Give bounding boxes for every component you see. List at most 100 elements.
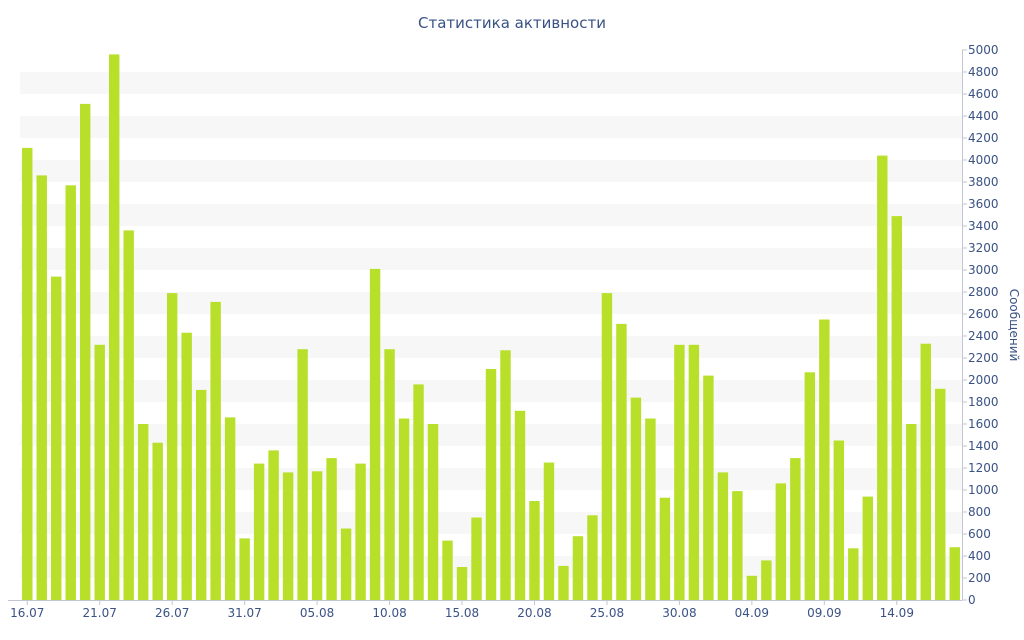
y-tick-label: 600 [968,527,991,541]
bar-20.08[interactable] [529,501,540,600]
bar-16.07[interactable] [22,147,33,600]
bar-03.08[interactable] [282,472,294,600]
x-tick-label: 31.07 [227,606,261,620]
bar-08.09[interactable] [804,372,816,600]
y-tick-label: 3400 [968,219,999,233]
bar-18.09[interactable] [949,547,960,600]
bar-20.07[interactable] [80,103,91,601]
bar-06.09[interactable] [775,483,787,600]
bar-17.09[interactable] [935,388,946,600]
bar-21.08[interactable] [543,462,555,601]
bar-27.08[interactable] [630,397,642,600]
bar-11.09[interactable] [848,548,859,600]
bar-13.09[interactable] [877,155,888,600]
y-tick-label: 400 [968,549,991,563]
x-tick-label: 10.08 [372,606,406,620]
y-tick-label: 2600 [968,307,999,321]
bar-02.09[interactable] [717,472,729,600]
y-tick-label: 1600 [968,417,999,431]
grid-band [20,336,962,358]
bar-10.08[interactable] [384,349,395,600]
bar-09.09[interactable] [819,319,830,601]
bar-30.08[interactable] [674,344,685,600]
bar-05.09[interactable] [761,560,772,600]
bar-18.07[interactable] [51,276,62,600]
bar-31.08[interactable] [688,344,700,600]
bar-29.08[interactable] [659,497,671,600]
bar-19.08[interactable] [514,410,526,600]
y-tick-label: 4200 [968,131,999,145]
bar-29.07[interactable] [210,301,221,600]
bar-27.07[interactable] [181,332,192,600]
bar-26.08[interactable] [616,323,627,600]
bar-09.08[interactable] [369,268,381,600]
bar-06.08[interactable] [326,458,337,600]
bar-07.09[interactable] [790,458,801,600]
y-tick-label: 1000 [968,483,999,497]
bar-23.08[interactable] [572,536,584,600]
y-tick-label: 2200 [968,351,999,365]
bar-19.07[interactable] [65,185,76,601]
y-tick-label: 5000 [968,43,999,57]
axes-group: 0 200 400 600 800 1000 1200 1400 1600 1800 2000 220… [8,43,999,620]
bar-11.08[interactable] [398,418,410,601]
chart-title: Статистика активности [418,14,606,32]
y-tick-label: 3200 [968,241,999,255]
bar-08.08[interactable] [355,463,366,600]
x-tick-label: 16.07 [10,606,44,620]
y-tick-label: 4000 [968,153,999,167]
bar-18.08[interactable] [500,350,511,600]
bar-01.09[interactable] [703,375,714,600]
y-tick-label: 200 [968,571,991,585]
y-tick-label: 2000 [968,373,999,387]
bar-22.08[interactable] [558,565,569,600]
bar-25.07[interactable] [152,442,163,600]
bar-02.08[interactable] [268,450,279,600]
y-tick-label: 4800 [968,65,999,79]
bar-12.08[interactable] [413,384,424,600]
grid-band [20,116,962,138]
bar-04.08[interactable] [297,349,308,600]
bar-15.08[interactable] [456,567,468,600]
bar-14.08[interactable] [442,540,453,600]
bar-30.07[interactable] [224,417,236,600]
bar-22.07[interactable] [108,54,120,600]
y-tick-label: 1800 [968,395,999,409]
bar-24.07[interactable] [137,424,149,600]
bar-16.09[interactable] [920,343,931,600]
bar-17.07[interactable] [36,175,47,600]
bar-04.09[interactable] [746,575,758,600]
x-tick-label: 14.09 [880,606,914,620]
bar-24.08[interactable] [587,515,598,600]
bar-25.08[interactable] [601,293,613,600]
bar-16.08[interactable] [471,517,482,601]
bar-15.09[interactable] [906,424,917,600]
y-tick-label: 2400 [968,329,999,343]
bar-31.07[interactable] [239,538,250,600]
x-tick-label: 26.07 [155,606,189,620]
bar-21.07[interactable] [94,344,105,600]
grid-band [20,292,962,314]
bar-26.07[interactable] [166,293,178,600]
y-tick-label: 0 [968,593,976,607]
y-tick-label: 2800 [968,285,999,299]
bar-28.07[interactable] [195,389,207,600]
bar-03.09[interactable] [732,491,743,600]
bar-28.08[interactable] [645,418,656,601]
bars-group [22,54,960,601]
bar-17.08[interactable] [485,369,497,600]
bar-10.09[interactable] [833,440,845,601]
bar-23.07[interactable] [123,230,134,600]
grid-band [20,160,962,182]
bar-01.08[interactable] [253,463,265,600]
y-tick-label: 800 [968,505,991,519]
y-tick-label: 1200 [968,461,999,475]
bar-07.08[interactable] [340,528,352,601]
bar-05.08[interactable] [311,471,323,600]
bar-12.09[interactable] [862,496,874,600]
bar-14.09[interactable] [891,216,902,600]
y-tick-label: 3800 [968,175,999,189]
bar-13.08[interactable] [427,424,439,600]
